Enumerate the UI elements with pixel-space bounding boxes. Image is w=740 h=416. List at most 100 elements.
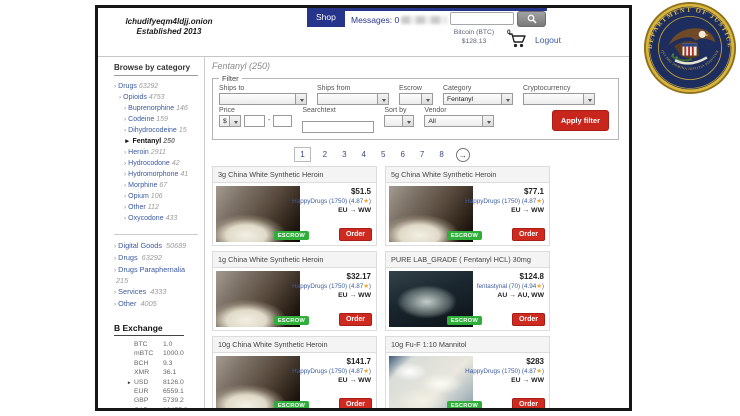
selected-marker bbox=[127, 387, 134, 396]
category-link[interactable]: Heroin bbox=[128, 149, 149, 156]
chevron-icon: › bbox=[124, 116, 127, 123]
cart-button[interactable]: 0 bbox=[504, 29, 528, 49]
sidebar-category-item[interactable]: › Opioids 4753 bbox=[114, 92, 204, 103]
page-number[interactable]: 1 bbox=[294, 147, 311, 162]
sidebar-category-item[interactable]: › Codeine 159 bbox=[114, 114, 204, 125]
product-image[interactable]: ESCROW bbox=[389, 271, 482, 327]
sidebar-top-category-item[interactable]: › Drugs Paraphernalia 215 bbox=[114, 265, 198, 286]
product-card: PURE LAB_GRADE ( Fentanyl HCL) 30mg ESCR… bbox=[385, 251, 550, 331]
page-number[interactable]: 7 bbox=[419, 150, 425, 159]
category-link[interactable]: Oxycodone bbox=[128, 215, 164, 222]
vendor-link[interactable]: HappyDrugs (1750) bbox=[292, 368, 348, 375]
page-number[interactable]: 6 bbox=[400, 150, 405, 159]
order-button[interactable]: Order bbox=[511, 228, 545, 241]
sidebar-top-category-item[interactable]: › Digital Goods 50689 bbox=[114, 241, 198, 252]
sidebar-category-item[interactable]: › Morphine 67 bbox=[114, 180, 204, 191]
category-link[interactable]: Other bbox=[128, 204, 146, 211]
tab-shop[interactable]: Shop bbox=[307, 8, 345, 27]
next-page-button[interactable]: → bbox=[455, 147, 470, 162]
category-link[interactable]: Opium bbox=[128, 193, 149, 200]
sidebar-category-item[interactable]: › Dihydrocodeine 15 bbox=[114, 125, 204, 136]
order-button[interactable]: Order bbox=[338, 228, 372, 241]
category-link[interactable]: Drugs bbox=[118, 83, 137, 90]
category-link[interactable]: Buprenorphine bbox=[128, 105, 175, 112]
search-button[interactable] bbox=[517, 11, 546, 27]
logout-link[interactable]: Logout bbox=[535, 35, 561, 45]
rating-close: ) bbox=[541, 198, 544, 205]
sidebar-top-category-item[interactable]: › Services 4333 bbox=[114, 287, 198, 298]
product-title[interactable]: 3g China White Synthetic Heroin bbox=[213, 167, 376, 183]
vendor-link[interactable]: fentastynal (70) bbox=[476, 283, 521, 290]
category-link[interactable]: Morphine bbox=[128, 182, 158, 189]
category-link[interactable]: Drugs Paraphernalia bbox=[118, 265, 186, 274]
sidebar-category-item[interactable]: › Other 112 bbox=[114, 202, 204, 213]
shipping-route: AU → AU, WW bbox=[497, 292, 544, 299]
apply-filter-button[interactable]: Apply filter bbox=[551, 110, 609, 131]
vendor-link[interactable]: HappyDrugs (1750) bbox=[465, 198, 521, 205]
category-link[interactable]: Fentanyl bbox=[132, 138, 162, 145]
rating-close: ) bbox=[368, 368, 371, 375]
category-link[interactable]: Drugs bbox=[118, 253, 138, 262]
sort-by-select[interactable] bbox=[384, 115, 415, 127]
order-button[interactable]: Order bbox=[511, 313, 545, 326]
order-button[interactable]: Order bbox=[338, 398, 372, 408]
sidebar-category-item[interactable]: › Heroin 2911 bbox=[114, 147, 204, 158]
ships-from-select[interactable] bbox=[317, 93, 389, 105]
product-image[interactable]: ESCROW bbox=[216, 356, 309, 408]
product-title[interactable]: 10g Fu-F 1:10 Mannitol bbox=[386, 337, 549, 353]
category-link[interactable]: Services bbox=[118, 287, 147, 296]
category-link[interactable]: Dihydrocodeine bbox=[128, 127, 177, 134]
page-number[interactable]: 3 bbox=[342, 150, 347, 159]
product-title[interactable]: 10g China White Synthetic Heroin bbox=[213, 337, 376, 353]
order-button[interactable]: Order bbox=[511, 398, 545, 408]
sidebar-category-item[interactable]: › Hydromorphone 41 bbox=[114, 169, 204, 180]
searchtext-input[interactable] bbox=[302, 120, 375, 133]
category-link[interactable]: Codeine bbox=[128, 116, 155, 123]
vendor-link[interactable]: HappyDrugs (1750) bbox=[292, 198, 348, 205]
messages-link[interactable]: Messages: 0 bbox=[351, 15, 400, 25]
category-link[interactable]: Opioids bbox=[123, 94, 147, 101]
vendor-link[interactable]: HappyDrugs (1750) bbox=[292, 283, 348, 290]
page-number[interactable]: 8 bbox=[439, 150, 444, 159]
escrow-select[interactable] bbox=[399, 93, 433, 105]
sidebar-top-category-item[interactable]: › Other 4005 bbox=[114, 299, 198, 310]
sidebar-category-item[interactable]: › Hydrocodone 42 bbox=[114, 158, 204, 169]
vendor-link[interactable]: HappyDrugs (1750) bbox=[465, 368, 521, 375]
page-number[interactable]: 5 bbox=[381, 150, 386, 159]
order-button[interactable]: Order bbox=[338, 313, 372, 326]
category-link[interactable]: Hydrocodone bbox=[128, 160, 170, 167]
product-image[interactable]: ESCROW bbox=[389, 186, 482, 242]
category-select[interactable]: Fentanyl bbox=[443, 93, 513, 105]
sidebar-category-item[interactable]: › Buprenorphine 146 bbox=[114, 103, 204, 114]
category-count: 15 bbox=[178, 127, 187, 134]
cryptocurrency-select[interactable] bbox=[523, 93, 595, 105]
price-from-input[interactable] bbox=[244, 115, 265, 127]
category-count: 63292 bbox=[138, 83, 159, 90]
star-icon: ★ bbox=[363, 283, 369, 290]
ships-from-label: Ships from bbox=[317, 85, 351, 92]
product-title[interactable]: 1g China White Synthetic Heroin bbox=[213, 252, 376, 268]
search-input[interactable] bbox=[450, 12, 514, 25]
sidebar-category-item[interactable]: ► Fentanyl 250 bbox=[114, 136, 204, 147]
vendor-rating: (4.94 bbox=[521, 283, 537, 290]
currency-select[interactable]: $ bbox=[219, 115, 241, 127]
vendor-select[interactable]: All bbox=[424, 115, 495, 127]
chevron-icon: › bbox=[124, 105, 127, 112]
product-image[interactable]: ESCROW bbox=[216, 186, 309, 242]
product-image[interactable]: ESCROW bbox=[389, 356, 482, 408]
page-number[interactable]: 2 bbox=[322, 150, 328, 159]
sidebar-top-category-item[interactable]: › Drugs 63292 bbox=[114, 253, 198, 264]
product-title[interactable]: 5g China White Synthetic Heroin bbox=[386, 167, 549, 183]
sidebar-category-item[interactable]: › Oxycodone 433 bbox=[114, 213, 204, 224]
page-number[interactable]: 4 bbox=[361, 150, 366, 159]
price-to-input[interactable] bbox=[273, 115, 293, 127]
sidebar-category-item[interactable]: › Opium 106 bbox=[114, 191, 204, 202]
ships-to-select[interactable] bbox=[219, 93, 307, 105]
product-image[interactable]: ESCROW bbox=[216, 271, 309, 327]
sidebar-category-item[interactable]: › Drugs 63292 bbox=[114, 81, 204, 92]
exchange-row: XMR 36.1 bbox=[127, 368, 204, 377]
category-link[interactable]: Hydromorphone bbox=[128, 171, 179, 178]
category-link[interactable]: Other bbox=[118, 299, 137, 308]
category-link[interactable]: Digital Goods bbox=[118, 241, 162, 250]
product-title[interactable]: PURE LAB_GRADE ( Fentanyl HCL) 30mg bbox=[386, 252, 549, 268]
